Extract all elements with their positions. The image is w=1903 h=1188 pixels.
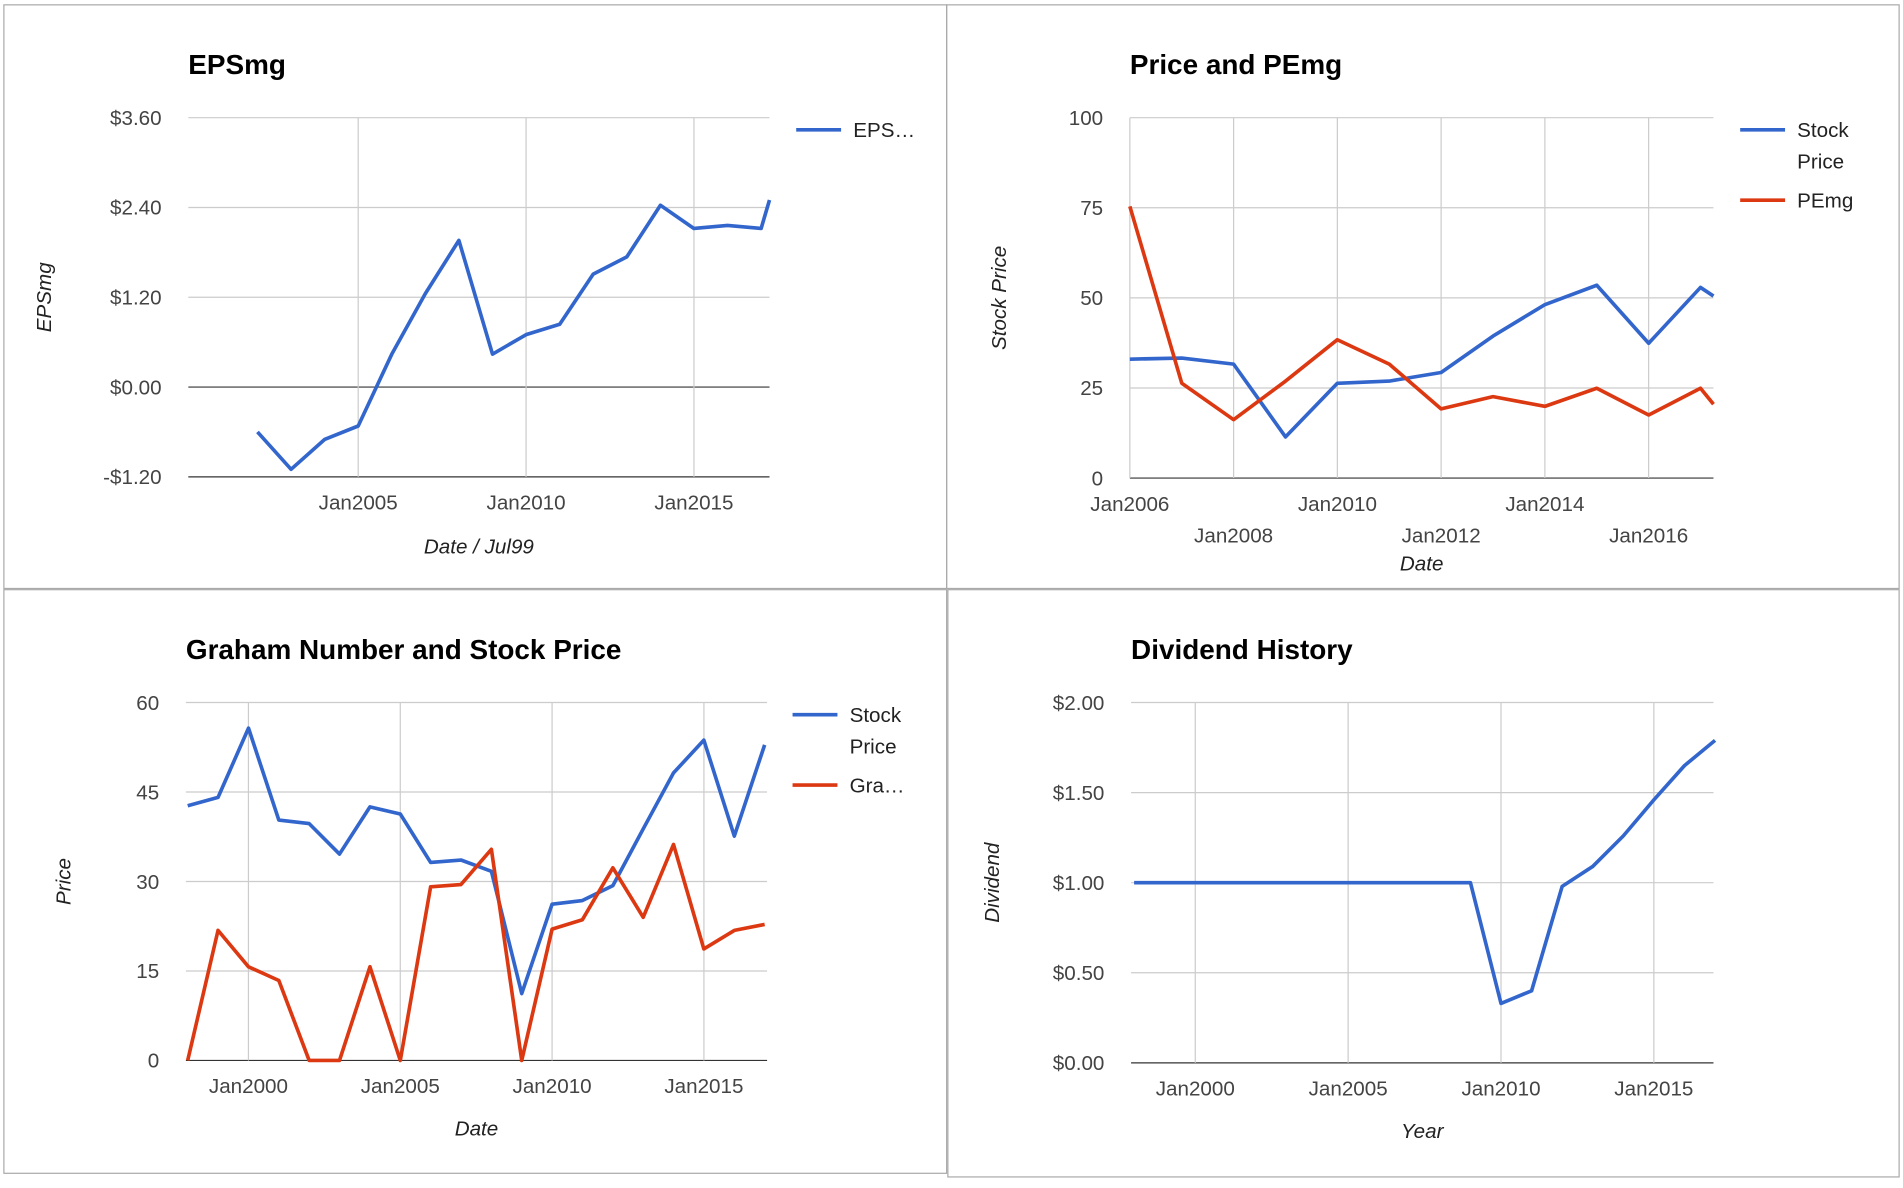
y-tick-label: $2.00 xyxy=(1053,692,1105,715)
x-tick-label: Jan2014 xyxy=(1505,493,1584,516)
x-axis-label: Date xyxy=(1400,552,1444,575)
y-tick-label: $1.00 xyxy=(1053,872,1105,895)
y-axis-label: Stock Price xyxy=(988,246,1011,350)
y-tick-label: 30 xyxy=(136,871,159,894)
x-tick-label: Jan2005 xyxy=(319,492,398,515)
y-tick-label: $0.00 xyxy=(1053,1052,1105,1075)
y-tick-label: 50 xyxy=(1080,287,1103,310)
x-tick-label: Jan2006 xyxy=(1090,493,1169,516)
legend-label: PEmg xyxy=(1797,189,1853,212)
y-tick-label: $0.00 xyxy=(110,376,162,399)
x-tick-label: Jan2010 xyxy=(513,1075,592,1098)
panel-border xyxy=(3,589,948,1174)
y-tick-label: $3.60 xyxy=(110,107,162,130)
x-tick-label: Jan2012 xyxy=(1402,524,1481,547)
y-tick-label: 0 xyxy=(1092,467,1103,490)
y-tick-label: $0.50 xyxy=(1053,962,1105,985)
y-tick-label: 60 xyxy=(136,692,159,715)
chart-title: Price and PEmg xyxy=(1130,49,1342,80)
panel-border xyxy=(947,589,1900,1178)
chart-title: EPSmg xyxy=(188,49,286,80)
y-tick-label: -$1.20 xyxy=(103,466,161,489)
x-tick-label: Jan2008 xyxy=(1194,524,1273,547)
y-tick-label: 75 xyxy=(1080,197,1103,220)
legend-label: Stock Price xyxy=(850,704,902,759)
y-tick-label: $1.20 xyxy=(110,287,162,310)
x-tick-label: Jan2015 xyxy=(664,1075,743,1098)
chart-title: Dividend History xyxy=(1131,634,1353,665)
x-axis-label: Year xyxy=(1401,1120,1445,1143)
legend-label: Gra… xyxy=(850,774,905,797)
panel-border xyxy=(946,4,1900,590)
y-tick-label: 45 xyxy=(136,781,159,804)
series-line xyxy=(185,842,765,1063)
x-tick-label: Jan2010 xyxy=(487,492,566,515)
series-line xyxy=(256,199,772,472)
x-tick-label: Jan2010 xyxy=(1461,1078,1540,1101)
x-tick-label: Jan2010 xyxy=(1298,493,1377,516)
x-tick-label: Jan2005 xyxy=(1309,1078,1388,1101)
x-tick-label: Jan2000 xyxy=(209,1075,288,1098)
x-tick-label: Jan2016 xyxy=(1609,524,1688,547)
x-axis-label: Date / Jul99 xyxy=(424,535,535,558)
legend-label: Stock Price xyxy=(1797,119,1849,174)
legend-label: EPS… xyxy=(853,119,915,142)
y-axis-label: EPSmg xyxy=(33,262,56,332)
y-axis-label: Price xyxy=(53,858,76,905)
x-tick-label: Jan2015 xyxy=(1614,1078,1693,1101)
series-line xyxy=(1134,738,1717,1006)
chart-title: Graham Number and Stock Price xyxy=(186,634,622,665)
x-tick-label: Jan2005 xyxy=(361,1075,440,1098)
y-tick-label: 25 xyxy=(1080,377,1103,400)
y-tick-label: 0 xyxy=(148,1050,159,1073)
x-tick-label: Jan2015 xyxy=(654,492,733,515)
y-tick-label: $2.40 xyxy=(110,197,162,220)
series-line xyxy=(1128,205,1715,422)
y-axis-label: Dividend xyxy=(981,842,1004,923)
x-axis-label: Date xyxy=(455,1118,499,1141)
series-line xyxy=(1129,283,1715,439)
x-tick-label: Jan2000 xyxy=(1156,1078,1235,1101)
y-tick-label: 15 xyxy=(136,960,159,983)
y-tick-label: 100 xyxy=(1069,107,1103,130)
y-tick-label: $1.50 xyxy=(1053,782,1105,805)
